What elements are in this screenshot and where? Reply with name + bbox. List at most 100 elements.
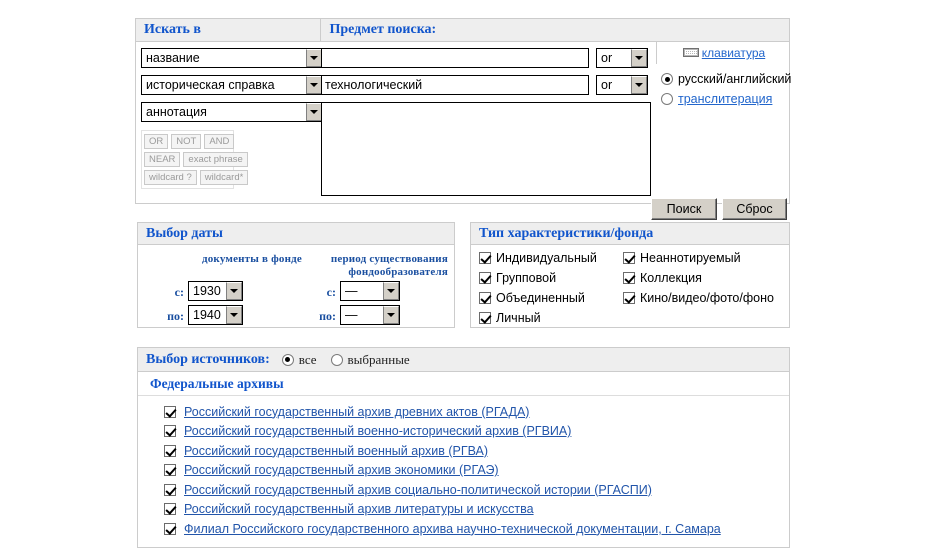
radio-translit[interactable] [661,93,673,105]
date-docs-from-value: 1930 [193,284,221,298]
archive-link-rgva[interactable]: Российский государственный военный архив… [184,443,489,458]
search-panel: Искать в Предмет поиска: клавиатура назв… [135,18,791,220]
keyboard-icon [682,48,699,58]
operator-button-exact-phrase[interactable]: exact phrase [183,152,248,167]
type-checkbox-unannotated[interactable]: Неаннотируемый [623,251,741,265]
sources-option-selected-label: выбранные [347,351,410,367]
subject-input-1[interactable] [321,48,589,68]
sources-panel-title: Выбор источников: [146,351,270,367]
type-panel-title: Тип характеристики/фонда [471,223,789,245]
operator-select-2[interactable]: or [596,75,648,95]
archive-link-rgaspi[interactable]: Российский государственный архив социаль… [184,482,652,497]
checkbox-icon[interactable] [164,425,176,438]
checkbox-icon[interactable] [623,292,635,304]
operator-button-wildcard-star[interactable]: wildcard* [199,170,249,185]
checkbox-icon[interactable] [479,252,491,264]
radio-ru-en[interactable] [661,73,673,85]
chevron-down-icon [631,76,647,94]
date-creator-from-select[interactable]: — [340,281,400,301]
type-checkbox-personal[interactable]: Личный [479,311,541,325]
search-panel-header: Искать в Предмет поиска: [136,19,789,42]
sources-option-all[interactable]: все [281,352,317,368]
date-docs-to-label: по: [167,309,184,323]
language-option-ru-en[interactable]: русский/английский [661,72,791,86]
operator-row-2: NEAR exact phrase [144,152,248,167]
checkbox-icon[interactable] [164,464,176,477]
checkbox-icon[interactable] [164,444,176,457]
checkbox-icon[interactable] [164,405,176,418]
type-label-media: Кино/видео/фото/фоно [640,291,774,305]
reset-button[interactable]: Сброс [722,198,787,220]
scope-select-1[interactable]: название [141,48,323,68]
date-panel-body: документы в фонде период существования ф… [138,245,454,328]
list-item[interactable]: Российский государственный архив древних… [164,402,789,422]
date-docs-from-select[interactable]: 1930 [188,281,243,301]
checkbox-icon[interactable] [164,483,176,496]
checkbox-icon[interactable] [623,272,635,284]
type-label-group: Групповой [496,271,557,285]
subject-input-2[interactable] [321,75,589,95]
type-label-united: Объединенный [496,291,585,305]
operator-button-near[interactable]: NEAR [144,152,181,167]
list-item[interactable]: Российский государственный архив социаль… [164,480,789,500]
operator-select-1[interactable]: or [596,48,648,68]
checkbox-icon[interactable] [479,272,491,284]
chevron-down-icon [306,76,322,94]
keyboard-link[interactable]: клавиатура [701,46,766,60]
date-creator-to-label: по: [319,309,336,323]
language-option-translit-label[interactable]: транслитерация [678,92,773,106]
date-docs-caption: документы в фонде [201,253,303,265]
operator-buttons-box: OR NOT AND NEAR exact phrase wildcard ? … [141,130,249,189]
date-docs-from-label: с: [174,285,184,299]
date-panel: Выбор даты документы в фонде период суще… [137,222,455,328]
date-creator-to-value: — [345,308,358,322]
type-checkbox-group[interactable]: Групповой [479,271,556,285]
list-item[interactable]: Российский государственный военный архив… [164,441,789,461]
date-docs-to-value: 1940 [193,308,221,322]
list-item[interactable]: Российский государственный военно-истори… [164,422,789,442]
date-creator-caption-line2: фондообразователя [348,266,448,278]
operator-button-and[interactable]: AND [204,134,235,149]
checkbox-icon[interactable] [479,312,491,324]
type-label-individual: Индивидуальный [496,251,597,265]
archive-link-rgada[interactable]: Российский государственный архив древних… [184,404,530,419]
subject-textarea-3[interactable] [321,102,651,196]
scope-select-3[interactable]: аннотация [141,102,323,122]
chevron-down-icon [306,49,322,67]
keyboard-column-header: клавиатура [656,42,791,64]
type-checkbox-individual[interactable]: Индивидуальный [479,251,597,265]
chevron-down-icon [383,282,399,300]
list-item[interactable]: Российский государственный архив экономи… [164,461,789,481]
archive-link-rgae[interactable]: Российский государственный архив экономи… [184,463,499,478]
search-button[interactable]: Поиск [651,198,717,220]
operator-button-or[interactable]: OR [144,134,169,149]
sources-panel: Выбор источников: все выбранные Федераль… [137,347,790,548]
operator-button-wildcard-question[interactable]: wildcard ? [144,170,197,185]
type-checkbox-media[interactable]: Кино/видео/фото/фоно [623,291,774,305]
checkbox-icon[interactable] [623,252,635,264]
search-panel-body: клавиатура название or историческая спра… [136,42,791,220]
date-creator-to-select[interactable]: — [340,305,400,325]
language-option-translit[interactable]: транслитерация [661,92,772,106]
sources-option-selected[interactable]: выбранные [330,351,410,368]
list-item[interactable]: Филиал Российского государственного архи… [164,519,789,539]
type-checkbox-collection[interactable]: Коллекция [623,271,702,285]
checkbox-icon[interactable] [164,503,176,516]
radio-all-sources[interactable] [281,353,294,366]
type-checkbox-united[interactable]: Объединенный [479,291,585,305]
date-creator-caption-line1: период существования [330,253,448,265]
operator-row-3: wildcard ? wildcard* [144,170,249,185]
checkbox-icon[interactable] [479,292,491,304]
checkbox-icon[interactable] [164,522,176,535]
scope-select-3-value: аннотация [146,105,207,119]
scope-select-1-value: название [146,51,200,65]
date-creator-from-label: с: [326,285,336,299]
date-docs-to-select[interactable]: 1940 [188,305,243,325]
archive-link-rgantd-samara[interactable]: Филиал Российского государственного архи… [184,521,721,536]
archive-link-rgali[interactable]: Российский государственный архив литерат… [184,502,534,517]
archive-link-rgvia[interactable]: Российский государственный военно-истори… [184,424,572,439]
radio-selected-sources[interactable] [330,353,343,366]
scope-select-2[interactable]: историческая справка [141,75,323,95]
operator-button-not[interactable]: NOT [171,134,202,149]
list-item[interactable]: Российский государственный архив литерат… [164,500,789,520]
